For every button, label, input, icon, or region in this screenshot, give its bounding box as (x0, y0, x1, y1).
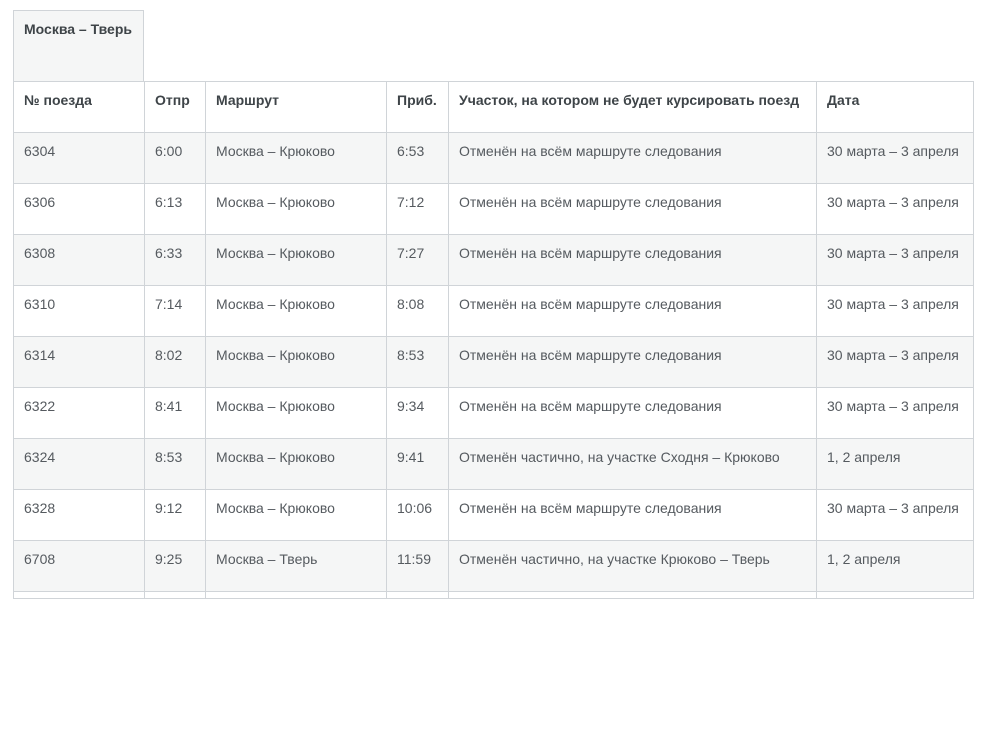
table-row-partial (13, 591, 974, 599)
train-cancellation-table: № поезда Отпр Маршрут Приб. Участок, на … (13, 81, 974, 599)
cell-arrival: 6:53 (386, 132, 449, 184)
table-row: 6310 7:14 Москва – Крюково 8:08 Отменён на в… (13, 285, 974, 337)
cell-date: 30 марта – 3 апреля (816, 234, 974, 286)
table-row: 6324 8:53 Москва – Крюково 9:41 Отменён част… (13, 438, 974, 490)
cell-date: 30 марта – 3 апреля (816, 489, 974, 541)
cell-date: 1, 2 апреля (816, 540, 974, 592)
cell-date: 30 марта – 3 апреля (816, 336, 974, 388)
cell-departure: 6:33 (144, 234, 206, 286)
cell-route: Москва – Крюково (205, 183, 387, 235)
cell-cancelled-section: Отменён на всём маршруте следования (448, 132, 817, 184)
cell-departure: 6:00 (144, 132, 206, 184)
cell-cancelled-section: Отменён на всём маршруте следования (448, 183, 817, 235)
cell-train-number: 6708 (13, 540, 145, 592)
header-date: Дата (816, 81, 974, 133)
cell-date: 30 марта – 3 апреля (816, 183, 974, 235)
route-section-title: Москва – Тверь (13, 10, 144, 81)
table-row: 6328 9:12 Москва – Крюково 10:06 Отменён на … (13, 489, 974, 541)
table-header-row: № поезда Отпр Маршрут Приб. Участок, на … (13, 81, 974, 133)
cell-empty (448, 591, 817, 599)
cell-date: 1, 2 апреля (816, 438, 974, 490)
cell-empty (144, 591, 206, 599)
cell-cancelled-section: Отменён на всём маршруте следования (448, 489, 817, 541)
cell-cancelled-section: Отменён на всём маршруте следования (448, 285, 817, 337)
cell-train-number: 6324 (13, 438, 145, 490)
table-row: 6322 8:41 Москва – Крюково 9:34 Отменён на в… (13, 387, 974, 439)
header-departure: Отпр (144, 81, 206, 133)
header-arrival: Приб. (386, 81, 449, 133)
cell-date: 30 марта – 3 апреля (816, 387, 974, 439)
table-row: 6708 9:25 Москва – Тверь 11:59 Отменён части… (13, 540, 974, 592)
table-row: 6306 6:13 Москва – Крюково 7:12 Отменён на в… (13, 183, 974, 235)
cell-cancelled-section: Отменён на всём маршруте следования (448, 336, 817, 388)
cell-route: Москва – Крюково (205, 438, 387, 490)
cell-route: Москва – Крюково (205, 132, 387, 184)
cell-departure: 8:53 (144, 438, 206, 490)
cell-cancelled-section: Отменён на всём маршруте следования (448, 234, 817, 286)
cell-arrival: 9:34 (386, 387, 449, 439)
header-route: Маршрут (205, 81, 387, 133)
cell-departure: 9:25 (144, 540, 206, 592)
cell-cancelled-section: Отменён частично, на участке Сходня – Кр… (448, 438, 817, 490)
cell-empty (386, 591, 449, 599)
header-train-number: № поезда (13, 81, 145, 133)
cell-route: Москва – Крюково (205, 336, 387, 388)
cell-empty (816, 591, 974, 599)
cell-arrival: 11:59 (386, 540, 449, 592)
table-row: 6314 8:02 Москва – Крюково 8:53 Отменён на в… (13, 336, 974, 388)
header-cancelled-section: Участок, на котором не будет курсировать… (448, 81, 817, 133)
cell-train-number: 6322 (13, 387, 145, 439)
cell-departure: 6:13 (144, 183, 206, 235)
cell-route: Москва – Тверь (205, 540, 387, 592)
cell-route: Москва – Крюково (205, 387, 387, 439)
cell-departure: 8:41 (144, 387, 206, 439)
cell-empty (205, 591, 387, 599)
cell-cancelled-section: Отменён на всём маршруте следования (448, 387, 817, 439)
cell-arrival: 8:53 (386, 336, 449, 388)
table-row: 6308 6:33 Москва – Крюково 7:27 Отменён на в… (13, 234, 974, 286)
cell-train-number: 6308 (13, 234, 145, 286)
cell-route: Москва – Крюково (205, 489, 387, 541)
cell-departure: 7:14 (144, 285, 206, 337)
cell-departure: 8:02 (144, 336, 206, 388)
cell-departure: 9:12 (144, 489, 206, 541)
cell-route: Москва – Крюково (205, 285, 387, 337)
cell-arrival: 8:08 (386, 285, 449, 337)
cell-train-number: 6304 (13, 132, 145, 184)
cell-date: 30 марта – 3 апреля (816, 132, 974, 184)
cell-cancelled-section: Отменён частично, на участке Крюково – Т… (448, 540, 817, 592)
cell-arrival: 7:12 (386, 183, 449, 235)
cell-arrival: 10:06 (386, 489, 449, 541)
cell-empty (13, 591, 145, 599)
cell-route: Москва – Крюково (205, 234, 387, 286)
cell-train-number: 6314 (13, 336, 145, 388)
cell-train-number: 6306 (13, 183, 145, 235)
cell-date: 30 марта – 3 апреля (816, 285, 974, 337)
table-row: 6304 6:00 Москва – Крюково 6:53 Отменён на в… (13, 132, 974, 184)
cell-arrival: 9:41 (386, 438, 449, 490)
cell-train-number: 6328 (13, 489, 145, 541)
cell-arrival: 7:27 (386, 234, 449, 286)
cell-train-number: 6310 (13, 285, 145, 337)
